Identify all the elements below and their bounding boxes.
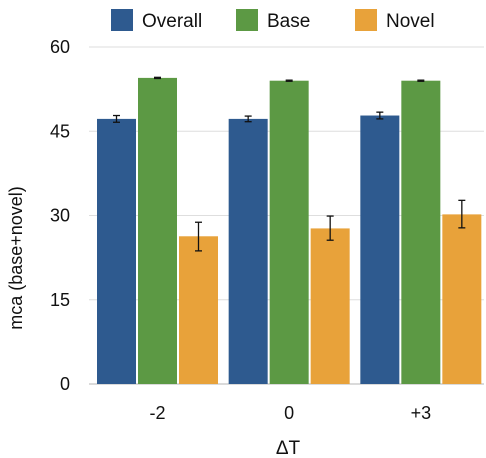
y-tick-label: 45 [50,121,70,141]
bar-novel-0 [179,236,218,384]
x-tick-label: +3 [411,403,432,423]
y-tick-labels: 0 15 30 45 60 [50,37,70,394]
legend-swatch-novel [355,9,377,31]
x-tick-labels: -2 0 +3 [149,403,431,423]
legend-label-base: Base [267,11,310,32]
y-tick-label: 15 [50,290,70,310]
x-tick-label: 0 [284,403,294,423]
error-bars [113,76,466,252]
y-tick-label: 0 [60,374,70,394]
bar-novel-2 [442,214,482,384]
legend-swatch-base [236,9,258,31]
legend-label-novel: Novel [386,11,435,32]
x-axis-label: ΔT [276,438,301,458]
x-tick-label: -2 [149,403,165,423]
y-tick-label: 60 [50,37,70,57]
legend-swatch-overall [111,9,133,31]
legend-label-overall: Overall [142,11,202,32]
bars [97,77,482,385]
bar-overall-0 [97,118,136,384]
legend: Overall Base Novel [111,9,435,32]
bar-novel-1 [310,228,350,384]
y-tick-label: 30 [50,206,70,226]
bar-base-1 [269,80,309,384]
bar-overall-2 [360,115,400,385]
y-axis-label: mca (base+novel) [6,186,26,330]
bar-overall-1 [228,118,268,384]
bar-base-0 [138,77,177,385]
bar-base-2 [401,80,441,384]
